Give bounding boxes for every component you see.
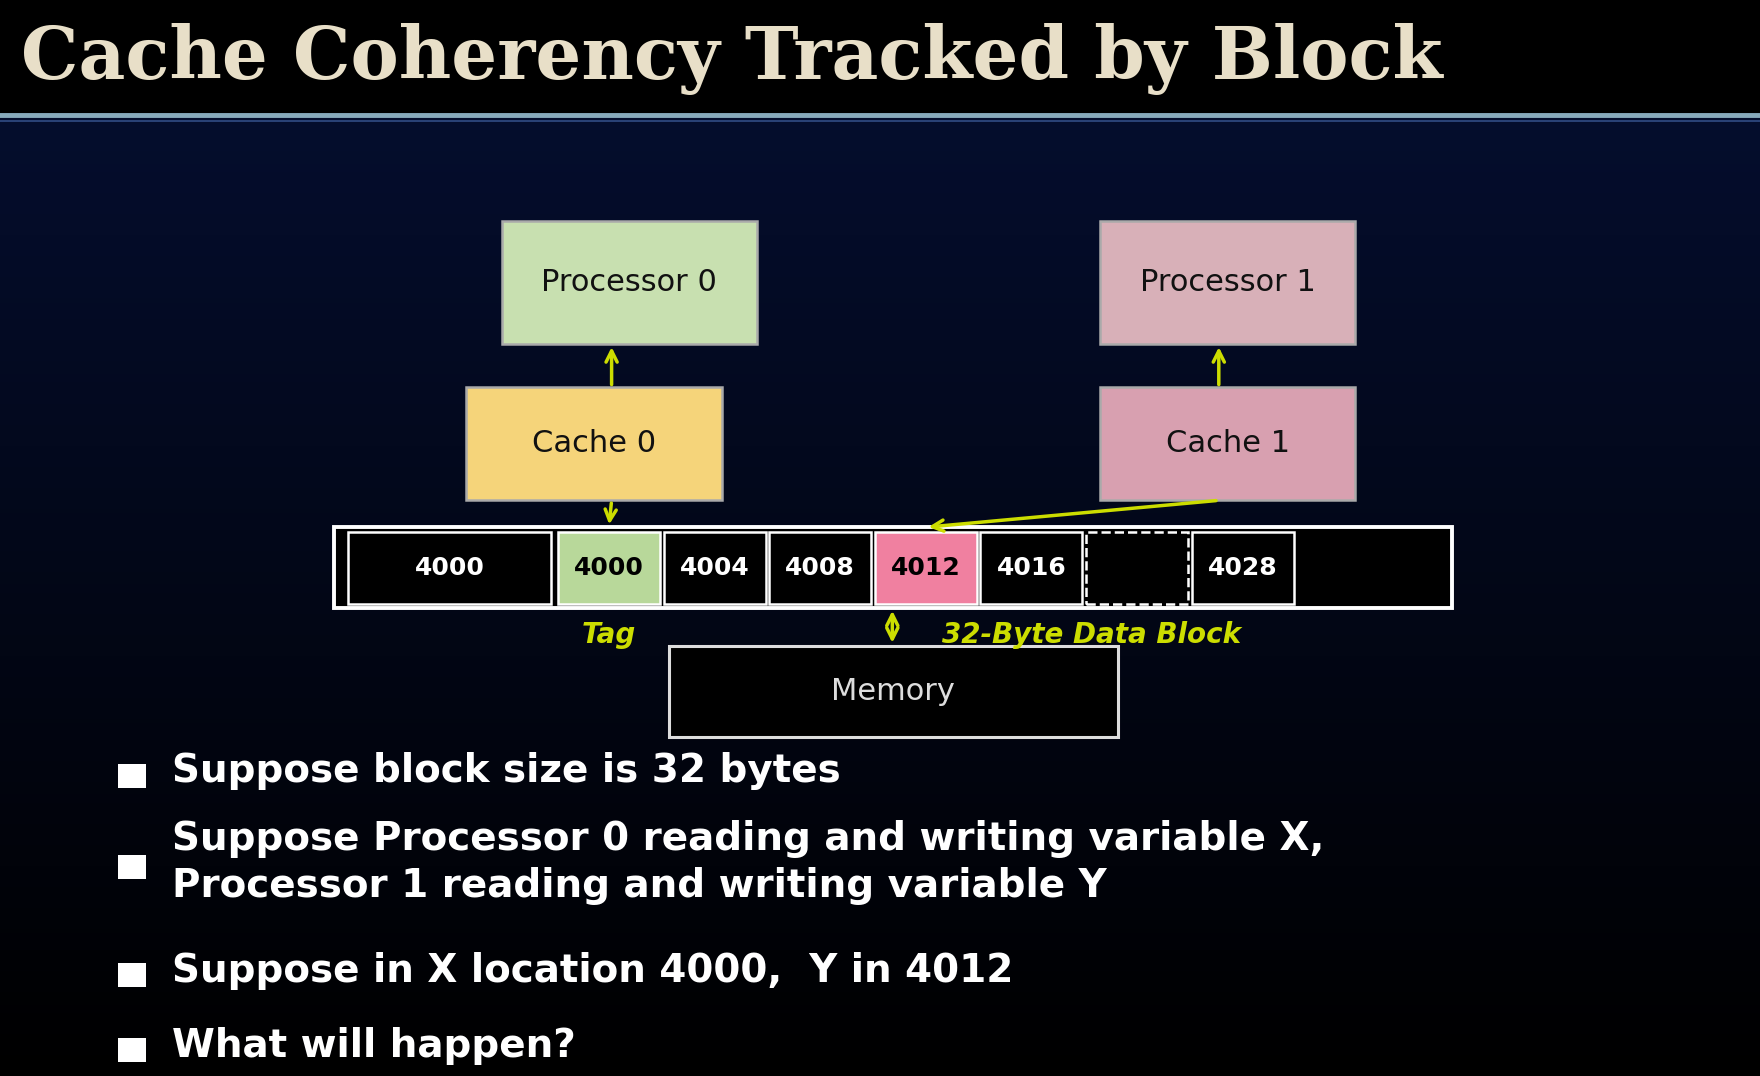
FancyArrowPatch shape [933, 500, 1216, 532]
Text: 4004: 4004 [679, 555, 750, 580]
Text: Suppose Processor 0 reading and writing variable X,
Processor 1 reading and writ: Suppose Processor 0 reading and writing … [172, 821, 1325, 905]
FancyArrowPatch shape [605, 351, 618, 384]
Text: 4008: 4008 [785, 555, 855, 580]
Text: 4028: 4028 [1207, 555, 1278, 580]
FancyBboxPatch shape [1100, 387, 1355, 500]
Bar [118, 764, 146, 788]
Text: 4000: 4000 [574, 555, 644, 580]
FancyBboxPatch shape [502, 221, 757, 344]
FancyBboxPatch shape [1086, 532, 1188, 604]
Text: Suppose block size is 32 bytes: Suppose block size is 32 bytes [172, 752, 841, 791]
Bar [118, 1038, 146, 1062]
FancyBboxPatch shape [348, 532, 551, 604]
Text: Suppose in X location 4000,  Y in 4012: Suppose in X location 4000, Y in 4012 [172, 951, 1014, 990]
Text: What will happen?: What will happen? [172, 1027, 576, 1065]
FancyArrowPatch shape [887, 614, 898, 639]
FancyBboxPatch shape [875, 532, 977, 604]
Text: Cache Coherency Tracked by Block: Cache Coherency Tracked by Block [21, 24, 1443, 95]
Text: Tag: Tag [583, 621, 635, 649]
FancyBboxPatch shape [466, 387, 722, 500]
Text: Processor 1: Processor 1 [1140, 268, 1315, 297]
FancyArrowPatch shape [605, 504, 616, 521]
FancyBboxPatch shape [558, 532, 660, 604]
Bar [118, 963, 146, 987]
Text: 4012: 4012 [891, 555, 961, 580]
FancyBboxPatch shape [664, 532, 766, 604]
Text: Cache 0: Cache 0 [532, 429, 656, 458]
Text: Memory: Memory [831, 677, 956, 706]
Text: 4016: 4016 [996, 555, 1067, 580]
FancyBboxPatch shape [1100, 221, 1355, 344]
Bar [0, 0, 1760, 113]
Text: Cache 1: Cache 1 [1165, 429, 1290, 458]
FancyBboxPatch shape [669, 646, 1118, 737]
Bar [118, 855, 146, 879]
FancyBboxPatch shape [1192, 532, 1294, 604]
Text: 32-Byte Data Block: 32-Byte Data Block [942, 621, 1241, 649]
FancyBboxPatch shape [334, 527, 1452, 608]
Text: Processor 0: Processor 0 [542, 268, 716, 297]
FancyBboxPatch shape [769, 532, 871, 604]
FancyBboxPatch shape [980, 532, 1082, 604]
Text: 4000: 4000 [415, 555, 484, 580]
FancyArrowPatch shape [1213, 351, 1225, 384]
